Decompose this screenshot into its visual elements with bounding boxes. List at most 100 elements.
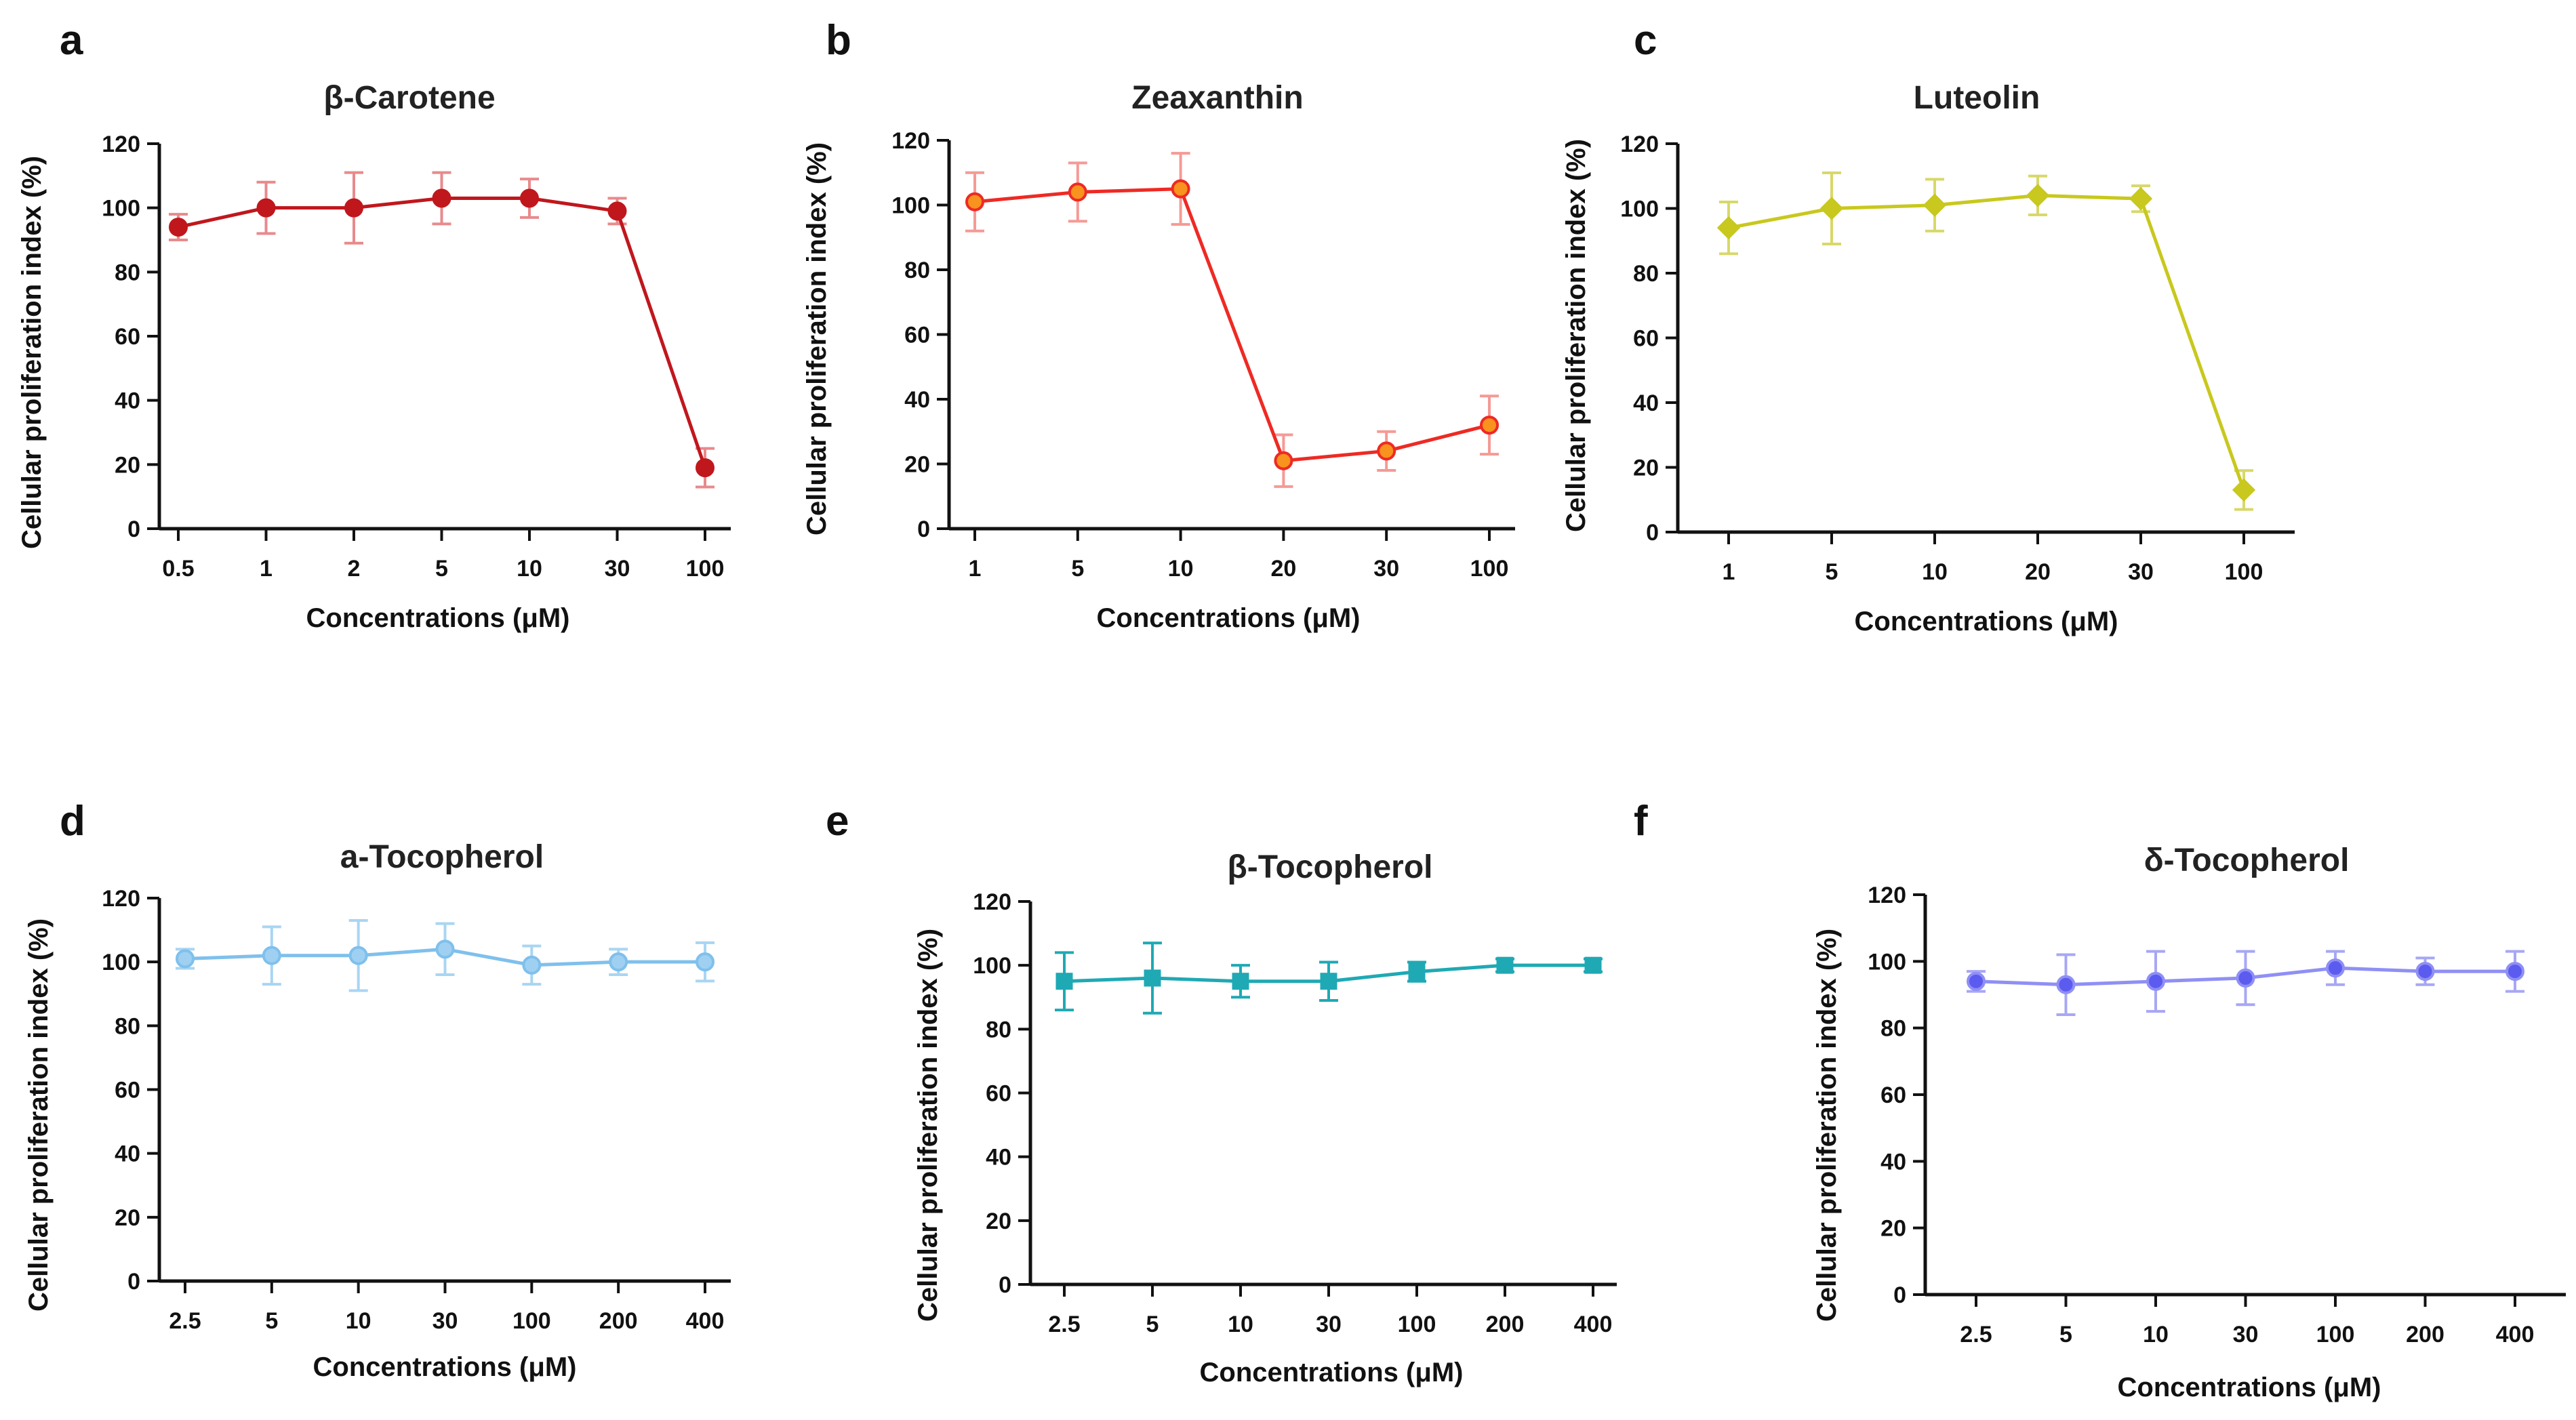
x-axis-title-d: Concentrations (μM) bbox=[313, 1352, 577, 1382]
y-tick-label: 80 bbox=[115, 260, 140, 285]
y-ticks-b: 0 20 40 60 80 100 120 bbox=[891, 128, 930, 542]
plot-area-f bbox=[1913, 893, 2566, 1307]
y-ticks-d: 0 20 40 60 80 100 120 bbox=[102, 886, 140, 1295]
x-tick-label: 1 bbox=[969, 556, 982, 582]
data-point bbox=[2026, 184, 2050, 207]
series-line bbox=[178, 196, 707, 468]
y-tick-label: 100 bbox=[102, 950, 140, 975]
y-tick-label: 60 bbox=[115, 1078, 140, 1103]
y-tick-label: 80 bbox=[986, 1017, 1011, 1042]
x-axis-title-c: Concentrations (μM) bbox=[1855, 607, 2118, 636]
y-tick-label: 100 bbox=[1868, 949, 1906, 975]
x-tick-label: 2.5 bbox=[1960, 1322, 1992, 1347]
x-ticks-e: 2.5 5 10 30 100 200 400 bbox=[1048, 1312, 1612, 1337]
data-point bbox=[522, 955, 542, 975]
panel-f: f δ-Tocopherol Cellular proliferation in… bbox=[1634, 798, 2566, 1402]
x-tick-label: 100 bbox=[686, 556, 725, 582]
y-tick-label: 0 bbox=[127, 516, 140, 542]
y-tick-label: 120 bbox=[973, 889, 1011, 915]
data-point bbox=[1716, 216, 1741, 240]
y-tick-label: 60 bbox=[904, 323, 930, 348]
plot-area-e bbox=[1018, 900, 1617, 1297]
data-point bbox=[435, 939, 455, 959]
x-ticks-d: 2.5 5 10 30 100 200 400 bbox=[169, 1308, 724, 1334]
y-tick-label: 120 bbox=[891, 128, 930, 154]
x-tick-label: 100 bbox=[1398, 1312, 1436, 1337]
y-tick-label: 40 bbox=[115, 1141, 140, 1167]
y-tick-label: 40 bbox=[986, 1145, 1011, 1171]
x-tick-label: 10 bbox=[1228, 1312, 1253, 1337]
data-point bbox=[262, 946, 281, 965]
x-tick-label: 5 bbox=[1071, 556, 1084, 582]
y-tick-label: 80 bbox=[904, 258, 930, 283]
data-point bbox=[1144, 969, 1161, 987]
panel-b: b Zeaxanthin Cellular proliferation inde… bbox=[802, 17, 1515, 633]
data-point bbox=[607, 201, 627, 221]
x-tick-label: 100 bbox=[512, 1308, 551, 1334]
x-tick-label: 200 bbox=[2406, 1322, 2444, 1347]
x-tick-label: 10 bbox=[2143, 1322, 2169, 1347]
data-point bbox=[1480, 415, 1499, 435]
y-tick-label: 100 bbox=[891, 193, 930, 219]
chart-title-f: δ-Tocopherol bbox=[2144, 843, 2350, 878]
y-tick-label: 20 bbox=[1880, 1216, 1906, 1242]
x-tick-label: 30 bbox=[1373, 556, 1399, 582]
chart-title-e: β-Tocopherol bbox=[1227, 849, 1432, 885]
data-point bbox=[1232, 973, 1249, 990]
y-tick-label: 100 bbox=[1620, 197, 1659, 222]
data-point bbox=[1923, 193, 1947, 217]
x-tick-label: 100 bbox=[2316, 1322, 2355, 1347]
x-tick-label: 10 bbox=[346, 1308, 371, 1334]
y-tick-label: 60 bbox=[986, 1081, 1011, 1107]
x-tick-label: 400 bbox=[1574, 1312, 1613, 1337]
data-point bbox=[1967, 971, 1986, 991]
data-point bbox=[1068, 182, 1087, 202]
x-axis-title-a: Concentrations (μM) bbox=[306, 603, 570, 633]
panel-letter-c: c bbox=[1634, 17, 1657, 64]
x-axis-title-e: Concentrations (μM) bbox=[1200, 1358, 1464, 1387]
x-ticks-a: 0.5 1 2 5 10 30 100 bbox=[162, 556, 724, 582]
data-point bbox=[2326, 958, 2345, 978]
data-point bbox=[1584, 956, 1602, 974]
data-point bbox=[696, 952, 715, 972]
data-point bbox=[432, 188, 451, 208]
y-tick-label: 20 bbox=[1633, 455, 1659, 481]
panel-e: e β-Tocopherol Cellular proliferation in… bbox=[826, 798, 1617, 1387]
y-ticks-f: 0 20 40 60 80 100 120 bbox=[1868, 883, 1906, 1308]
y-tick-label: 40 bbox=[1880, 1149, 1906, 1175]
y-tick-label: 120 bbox=[1868, 883, 1906, 908]
panel-d: d a-Tocopherol Cellular proliferation in… bbox=[24, 798, 731, 1382]
x-tick-label: 30 bbox=[432, 1308, 458, 1334]
panel-a: a β-Carotene Cellular proliferation inde… bbox=[17, 17, 731, 633]
y-axis-title-f: Cellular proliferation index (%) bbox=[1812, 929, 1842, 1322]
y-tick-label: 80 bbox=[1880, 1016, 1906, 1042]
data-point bbox=[176, 949, 195, 969]
x-ticks-f: 2.5 5 10 30 100 200 400 bbox=[1960, 1322, 2534, 1347]
y-tick-label: 60 bbox=[1880, 1082, 1906, 1108]
y-ticks-e: 0 20 40 60 80 100 120 bbox=[973, 889, 1011, 1298]
x-tick-label: 10 bbox=[1922, 559, 1948, 585]
x-tick-label: 5 bbox=[2059, 1322, 2072, 1347]
y-tick-label: 100 bbox=[973, 953, 1011, 979]
y-tick-label: 20 bbox=[904, 452, 930, 478]
data-point bbox=[1320, 973, 1337, 990]
data-point bbox=[344, 198, 363, 218]
x-tick-label: 5 bbox=[265, 1308, 278, 1334]
y-tick-label: 60 bbox=[115, 324, 140, 350]
data-point bbox=[965, 192, 984, 211]
y-ticks-a: 0 20 40 60 80 100 120 bbox=[102, 131, 140, 542]
y-tick-label: 100 bbox=[102, 196, 140, 222]
y-tick-label: 20 bbox=[986, 1209, 1011, 1234]
y-axis-title-c: Cellular proliferation index (%) bbox=[1561, 139, 1591, 532]
chart-title-b: Zeaxanthin bbox=[1131, 80, 1303, 116]
panel-letter-e: e bbox=[826, 798, 849, 845]
panel-letter-f: f bbox=[1634, 798, 1648, 845]
data-point bbox=[1274, 451, 1293, 470]
x-tick-label: 30 bbox=[605, 556, 630, 582]
data-point bbox=[1408, 963, 1426, 981]
data-point bbox=[609, 952, 628, 972]
plot-area-a bbox=[147, 142, 731, 541]
data-point bbox=[696, 458, 715, 478]
chart-title-a: β-Carotene bbox=[323, 80, 495, 116]
x-tick-label: 20 bbox=[1270, 556, 1296, 582]
